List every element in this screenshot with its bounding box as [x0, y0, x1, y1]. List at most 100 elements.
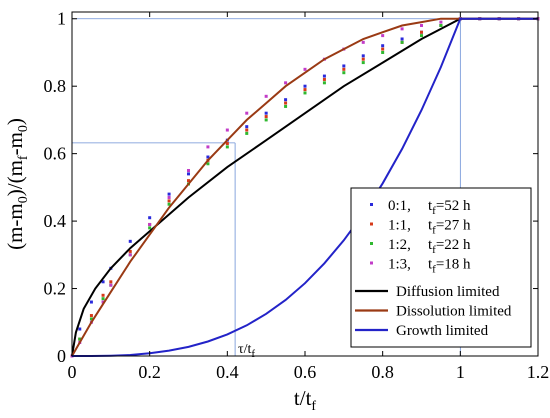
scatter-point: [264, 118, 268, 122]
scatter-point: [400, 27, 404, 31]
scatter-point: [89, 317, 93, 321]
legend-label-tf: tf=22 h: [428, 237, 471, 256]
scatter-point: [322, 77, 326, 81]
scatter-point: [439, 20, 443, 24]
scatter-point: [89, 300, 93, 304]
scatter-point: [381, 34, 385, 38]
x-tick-label: 0.8: [371, 362, 394, 382]
x-tick-label: 1: [456, 362, 465, 382]
scatter-point: [342, 67, 346, 71]
scatter-point: [420, 23, 423, 27]
scatter-point: [264, 111, 268, 115]
x-tick-label: 0.4: [216, 362, 239, 382]
scatter-point: [101, 300, 105, 304]
scatter-point: [225, 145, 229, 149]
scatter-point: [167, 202, 171, 206]
legend-label-ratio: 1:2,: [388, 237, 411, 253]
scatter-point: [225, 128, 229, 132]
scatter-point: [284, 81, 288, 85]
y-axis: 0 0.2 0.4 0.6 0.8 1: [44, 9, 538, 366]
scatter-point: [167, 195, 171, 199]
scatter-point: [206, 155, 210, 159]
scatter-point: [439, 23, 443, 27]
legend-label-tf: tf=27 h: [428, 218, 471, 237]
scatter-point: [361, 40, 365, 44]
legend-label: Growth limited: [396, 323, 489, 339]
legend-label: Dissolution limited: [396, 304, 512, 320]
scatter-point: [225, 142, 229, 146]
scatter-point: [109, 280, 113, 284]
legend-marker: [370, 222, 373, 226]
scatter-point: [303, 67, 307, 71]
scatter-point: [78, 337, 82, 341]
y-tick-label: 1: [57, 9, 66, 29]
scatter-point: [101, 293, 105, 297]
scatter-point: [381, 44, 385, 48]
scatter-point: [148, 222, 152, 226]
scatter-point: [322, 81, 326, 85]
scatter-point: [148, 216, 152, 220]
scatter-point: [381, 50, 385, 54]
legend-marker: [370, 261, 373, 265]
scatter-point: [245, 128, 249, 132]
x-tick-label: 0.6: [294, 362, 317, 382]
scatter-point: [187, 179, 190, 183]
legend-label-ratio: 0:1,: [388, 198, 411, 214]
y-axis-label: (m-m0)/(mf-m0): [3, 118, 31, 250]
scatter-point: [206, 162, 210, 166]
scatter-point: [101, 297, 105, 301]
legend-label-tf: tf=52 h: [428, 198, 471, 217]
scatter-point: [342, 64, 346, 68]
x-axis-label: t/tf: [294, 386, 317, 414]
legend: 0:1, tf=52 h 1:1, tf=27 h 1:2, tf=22 h 1:3, tf=…: [350, 187, 532, 348]
x-tick-label: 0: [68, 362, 77, 382]
line-series-0: [71, 17, 538, 357]
scatter-point: [128, 239, 132, 243]
scatter-point: [361, 61, 365, 65]
legend-marker: [370, 203, 373, 206]
scatter-point: [167, 199, 171, 203]
y-tick-label: 0.4: [44, 211, 67, 231]
scatter-point: [400, 37, 404, 41]
line-series-1: [71, 17, 538, 357]
legend-label: Diffusion limited: [396, 284, 500, 300]
scatter-point: [187, 169, 190, 173]
scatter-point: [245, 111, 249, 115]
plot-area: [70, 17, 540, 358]
scatter-point: [128, 253, 132, 257]
scatter-point: [342, 71, 346, 75]
scatter-point: [89, 314, 93, 318]
y-tick-label: 0: [57, 346, 66, 366]
scatter-point: [303, 88, 307, 92]
legend-label-tf: tf=18 h: [428, 257, 471, 276]
scatter-point: [109, 283, 113, 287]
scatter-point: [322, 74, 326, 78]
scatter-point: [361, 57, 365, 61]
scatter-point: [381, 47, 385, 51]
legend-box: [350, 187, 532, 348]
scatter-point: [187, 172, 190, 176]
x-axis-label-subscript: f: [311, 399, 316, 414]
legend-marker: [370, 242, 373, 245]
scatter-point: [284, 101, 288, 105]
scatter-point: [284, 98, 288, 102]
scatter-point: [101, 280, 105, 284]
line-series-2: [72, 17, 538, 357]
scatter-point: [245, 125, 249, 129]
scatter-point: [206, 145, 210, 149]
scatter-point: [303, 84, 307, 88]
y-tick-label: 0.6: [44, 144, 67, 164]
legend-label-ratio: 1:1,: [388, 218, 411, 234]
scatter-point: [420, 30, 423, 34]
x-tick-label: 1.2: [527, 362, 550, 382]
x-axis: 0 0.2 0.4 0.6 0.8 1 1.2: [68, 12, 550, 382]
scatter-point: [361, 54, 365, 58]
scatter-point: [420, 34, 423, 38]
scatter-point: [148, 226, 152, 230]
scatter-point: [128, 249, 132, 253]
y-tick-label: 0.2: [44, 279, 67, 299]
scatter-point: [284, 104, 288, 108]
legend-label-ratio: 1:3,: [388, 257, 411, 273]
scatter-point: [400, 40, 404, 44]
